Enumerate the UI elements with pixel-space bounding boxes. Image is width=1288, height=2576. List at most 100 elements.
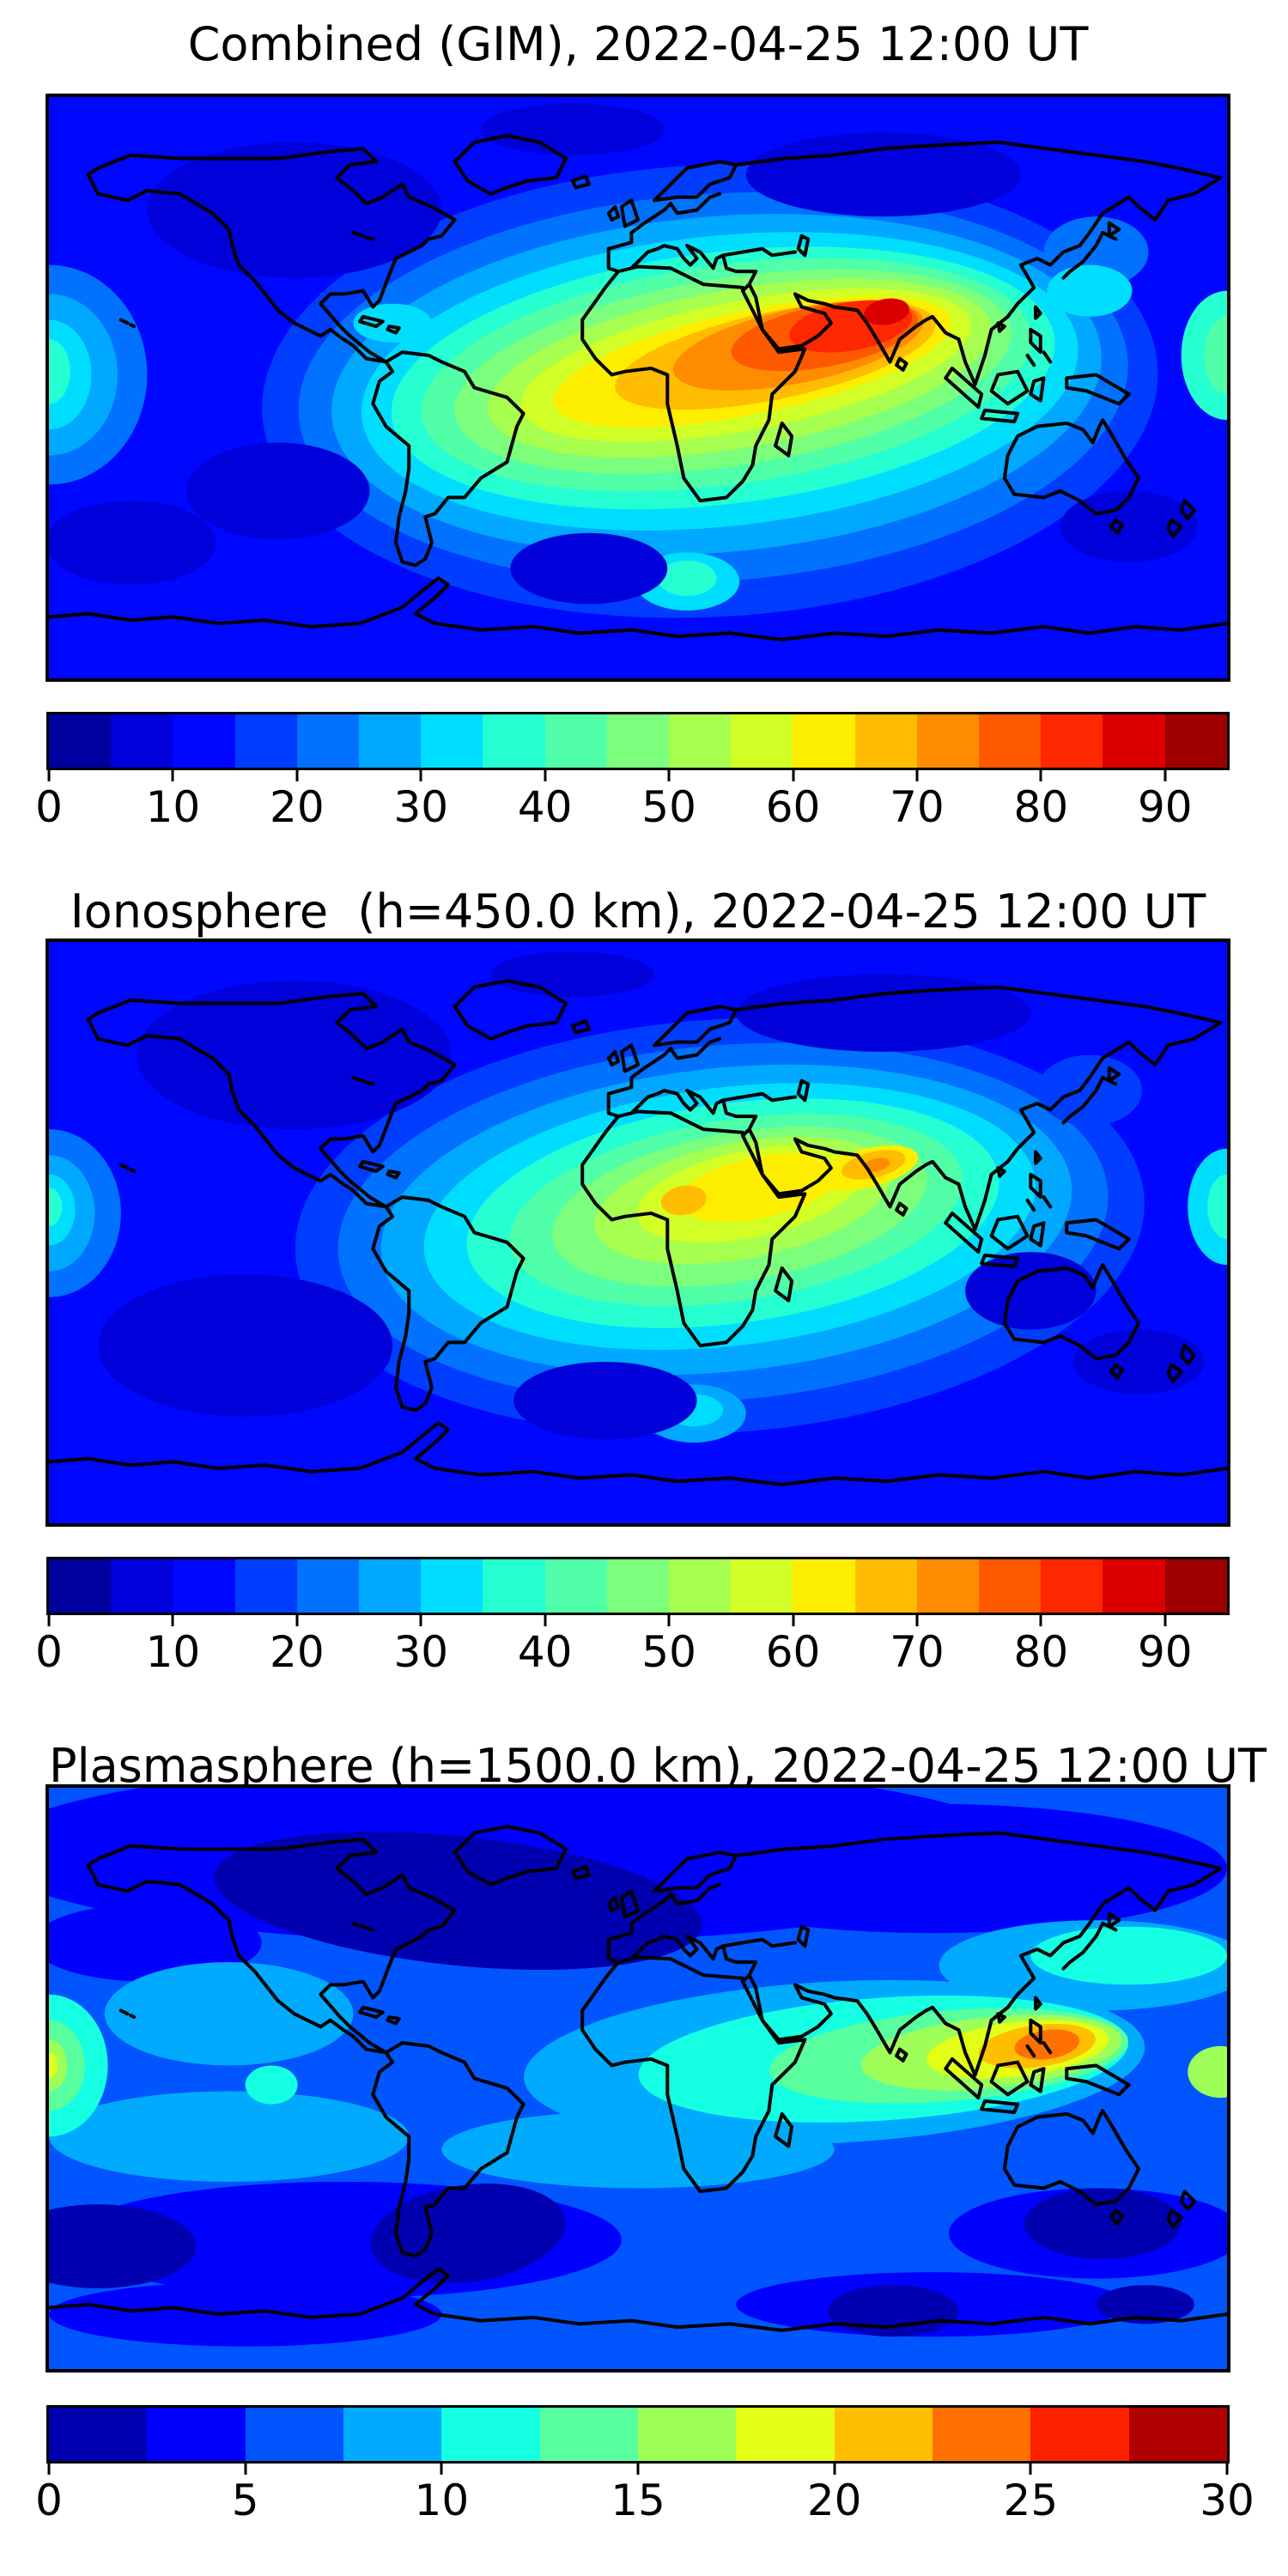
map-frame-combined [46,94,1230,682]
colorbar-tick [1163,1615,1167,1626]
colorbar-tick [667,770,671,781]
colorbar-tick [1163,770,1167,781]
colorbar-combined [46,712,1230,770]
colorbar-segment [111,714,173,768]
colorbar-tick-label: 30 [1200,2476,1255,2525]
contour-band [1204,316,1227,395]
colorbar-tick [419,1615,422,1626]
colorbar-tick [47,770,51,781]
contour-band [510,532,668,605]
colorbar-tick [915,770,919,781]
colorbar-segment [1041,714,1103,768]
colorbar-tick-label: 30 [393,1627,449,1677]
contour-band [481,103,665,155]
colorbar-tick-label: 0 [35,782,63,832]
colorbar-segment [854,1559,917,1613]
contour-band [49,339,70,404]
colorbar-segment [539,2408,638,2461]
colorbar-axis-ionosphere: 0 10 20 30 40 50 60 70 80 90 [35,1615,1227,1710]
contour-band [1036,1054,1142,1127]
colorbar-axis-combined: 0 10 20 30 40 50 60 70 80 90 [35,770,1227,865]
contour-band [1030,1926,1227,1985]
colorbar-segment [147,2408,246,2461]
colorbar-tick [295,1615,299,1626]
colorbar-segment [49,714,112,768]
colorbar-plasmasphere [46,2405,1230,2464]
colorbar-tick-label: 60 [765,1627,821,1677]
colorbar-segment [1030,2408,1129,2461]
colorbar-segment [1164,1559,1227,1613]
contour-band [965,1252,1097,1330]
colorbar-segment [173,1559,235,1613]
colorbar-segment [245,2408,343,2461]
colorbar-tick [636,2464,640,2475]
colorbar-segment [731,1559,793,1613]
colorbar-segment [49,1559,112,1613]
colorbar-tick-label: 10 [145,1627,201,1677]
colorbar-segment [731,714,793,768]
colorbar-tick-label: 20 [270,782,325,832]
colorbar-tick [171,770,174,781]
colorbar-tick [792,770,795,781]
colorbar-segment [1041,1559,1103,1613]
colorbar-tick [1029,2464,1032,2475]
colorbar-tick-label: 50 [641,782,696,832]
colorbar-tick-label: 20 [806,2476,862,2525]
colorbar-tick [1039,1615,1042,1626]
contour-band [147,142,442,278]
colorbar-segment [544,714,607,768]
world-contour-map-plasmasphere [49,1788,1227,2369]
colorbar-tick-label: 0 [35,1627,63,1677]
colorbar-segment [606,1559,670,1613]
colorbar-tick-label: 50 [641,1627,696,1677]
contour-band [828,2285,959,2337]
colorbar-segment [606,714,670,768]
contour-band [214,1832,702,1971]
colorbar-tick-label: 80 [1013,1627,1069,1677]
colorbar-tick [544,1615,547,1626]
contour-band [1047,264,1133,317]
colorbar-tick [667,1615,671,1626]
colorbar-segment [49,2408,148,2461]
colorbar-tick-label: 70 [890,1627,945,1677]
world-contour-map-combined [49,97,1227,678]
contour-band [104,1962,354,2066]
contour-band [49,2281,442,2347]
colorbar-tick [833,2464,836,2475]
panel-title-plasmasphere: Plasmasphere (h=1500.0 km), 2022-04-25 1… [49,1739,1267,1793]
colorbar-tick-label: 40 [517,782,573,832]
coastlines-path [49,981,1227,1485]
contour-band [1060,490,1198,562]
colorbar-tick [915,1615,919,1626]
contour-band [660,1185,707,1216]
colorbar-tick [544,770,547,781]
colorbar-tick [440,2464,443,2475]
colorbar-segment [1103,714,1165,768]
colorbar-segment [234,714,297,768]
colorbar-tick-label: 10 [145,782,201,832]
colorbar-segment [421,1559,483,1613]
panel-title-ionosphere: Ionosphere (h=450.0 km), 2022-04-25 12:0… [70,884,1206,939]
coastlines-path [49,136,1227,640]
colorbar-segment [834,2408,933,2461]
contour-band [245,2065,298,2105]
colorbar-segment [669,714,732,768]
contour-band [49,1187,63,1226]
colorbar-tick-label: 90 [1137,1627,1193,1677]
colorbar-segment [234,1559,297,1613]
contour-band [49,2091,410,2182]
colorbar-segment [854,714,917,768]
colorbar-segment [359,714,422,768]
colorbar-segment [441,2408,540,2461]
colorbar-tick-label: 70 [890,782,945,832]
colorbar-tick [47,1615,51,1626]
colorbar-tick [792,1615,795,1626]
contour-band [864,1157,890,1172]
contour-band [490,951,655,997]
colorbar-segment [111,1559,173,1613]
colorbar-tick-label: 40 [517,1627,573,1677]
colorbar-segment [544,1559,607,1613]
colorbar-tick-label: 10 [414,2476,470,2525]
colorbar-segment [343,2408,442,2461]
colorbar-tick [47,2464,51,2475]
